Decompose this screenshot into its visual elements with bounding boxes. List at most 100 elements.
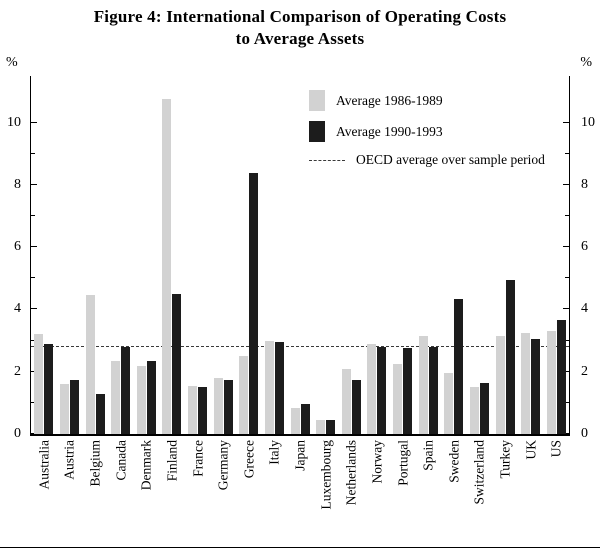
x-axis-label: Norway [369,440,385,484]
bar-1986-1989 [495,335,505,434]
y-axis-tick [31,246,37,248]
plot-area: Average 1986-1989 Average 1990-1993 OECD… [30,76,570,510]
bar-1986-1989 [162,99,172,434]
bar-group-portugal: Portugal [390,76,416,486]
bar-1990-1993 [556,320,566,434]
bar-1986-1989 [34,334,44,434]
bar-1990-1993 [198,387,208,434]
bar-group-canada: Canada [108,76,134,480]
bar-1986-1989 [546,331,556,434]
y-axis-tick [565,215,569,217]
y-axis-tick [565,152,569,154]
bar-group-finland: Finland [159,76,185,481]
bar-group-denmark: Denmark [134,76,160,490]
y-axis-tick [31,152,35,154]
bar-group-luxembourg: Luxembourg [313,76,339,510]
bar-1990-1993 [403,348,413,434]
y-tick-label: 8 [581,176,588,192]
bar-1986-1989 [213,377,223,434]
legend-label-1986-1989: Average 1986-1989 [336,92,443,108]
y-axis-labels-left: 0 2 4 6 8 10 [0,76,26,440]
bar-1986-1989 [418,335,428,434]
legend: Average 1986-1989 Average 1990-1993 OECD… [309,90,545,178]
y-axis-tick [563,370,569,372]
bottom-rule [0,546,600,548]
y-axis-tick [563,121,569,123]
x-axis-label: Germany [215,440,231,491]
bar-1990-1993 [428,346,438,434]
bar-1990-1993 [146,360,156,434]
bar-group-norway: Norway [364,76,390,484]
chart-subtitle: to Average Assets [235,29,365,48]
x-axis-label: Greece [241,440,257,479]
bar-1986-1989 [85,295,95,434]
x-axis-label: Italy [266,440,282,465]
y-tick-label: 6 [581,239,588,255]
bar-group-uk: UK [518,76,544,460]
legend-label-1990-1993: Average 1990-1993 [336,123,443,139]
y-axis-tick [565,401,569,403]
y-tick-label: 2 [581,363,588,379]
legend-item-1990-1993: Average 1990-1993 [309,121,545,142]
legend-label-oecd-average: OECD average over sample period [356,152,545,167]
bar-1986-1989 [444,373,454,434]
chart-title: Figure 4: International Comparison of Op… [93,7,507,26]
bar-1986-1989 [393,363,403,434]
legend-swatch-1986-1989 [309,90,325,111]
bar-group-italy: Italy [262,76,288,465]
oecd-average-line [31,345,569,347]
bar-group-germany: Germany [210,76,236,490]
y-axis-tick [563,308,569,310]
bar-group-switzerland: Switzerland [467,76,493,504]
y-axis-unit-left: % [6,55,18,70]
bar-1986-1989 [521,332,531,434]
x-axis-label: UK [522,440,538,460]
legend-item-oecd-average: OECD average over sample period [309,152,545,168]
x-axis-label: France [189,440,205,477]
y-axis-tick [31,121,37,123]
bar-1990-1993 [454,298,464,434]
x-axis-label: Austria [61,440,77,480]
bar-1990-1993 [69,379,79,434]
y-tick-label: 10 [581,114,595,130]
bar-group-turkey: Turkey [492,76,518,479]
y-axis-tick [31,433,37,434]
x-axis-label: Belgium [87,440,103,487]
bar-1990-1993 [505,279,515,434]
y-axis-tick [31,277,35,279]
bar-1990-1993 [249,172,259,434]
bar-1986-1989 [367,343,377,434]
y-tick-label: 10 [7,114,21,130]
x-axis-label: Canada [112,440,128,481]
bar-1986-1989 [239,356,249,434]
x-axis-label: Netherlands [343,440,359,506]
y-tick-label: 0 [14,426,21,441]
bar-1990-1993 [351,379,361,434]
y-axis-tick [31,339,35,341]
y-axis-tick [31,401,35,403]
x-axis-label: Finland [164,440,180,482]
bar-1990-1993 [300,404,310,434]
y-axis-tick [31,215,35,217]
y-axis-tick [565,339,569,341]
bar-group-greece: Greece [236,76,262,478]
bar-1990-1993 [274,342,284,434]
x-axis-label: Spain [420,440,436,471]
bar-1986-1989 [59,384,69,434]
y-axis-tick [563,246,569,248]
bar-1990-1993 [479,382,489,434]
y-axis-tick [563,433,569,434]
bar-1990-1993 [377,346,387,434]
x-axis-label: Denmark [138,440,154,491]
x-axis-label: US [548,440,564,458]
bar-1990-1993 [531,339,541,434]
x-axis-label: Portugal [394,440,410,486]
legend-dash-sample [309,159,345,161]
bar-1986-1989 [469,387,479,434]
y-axis-tick [31,308,37,310]
bar-1990-1993 [121,346,131,434]
x-axis-label: Sweden [446,440,462,483]
bar-group-sweden: Sweden [441,76,467,483]
x-axis-label: Turkey [497,440,513,479]
y-tick-label: 8 [14,176,21,192]
